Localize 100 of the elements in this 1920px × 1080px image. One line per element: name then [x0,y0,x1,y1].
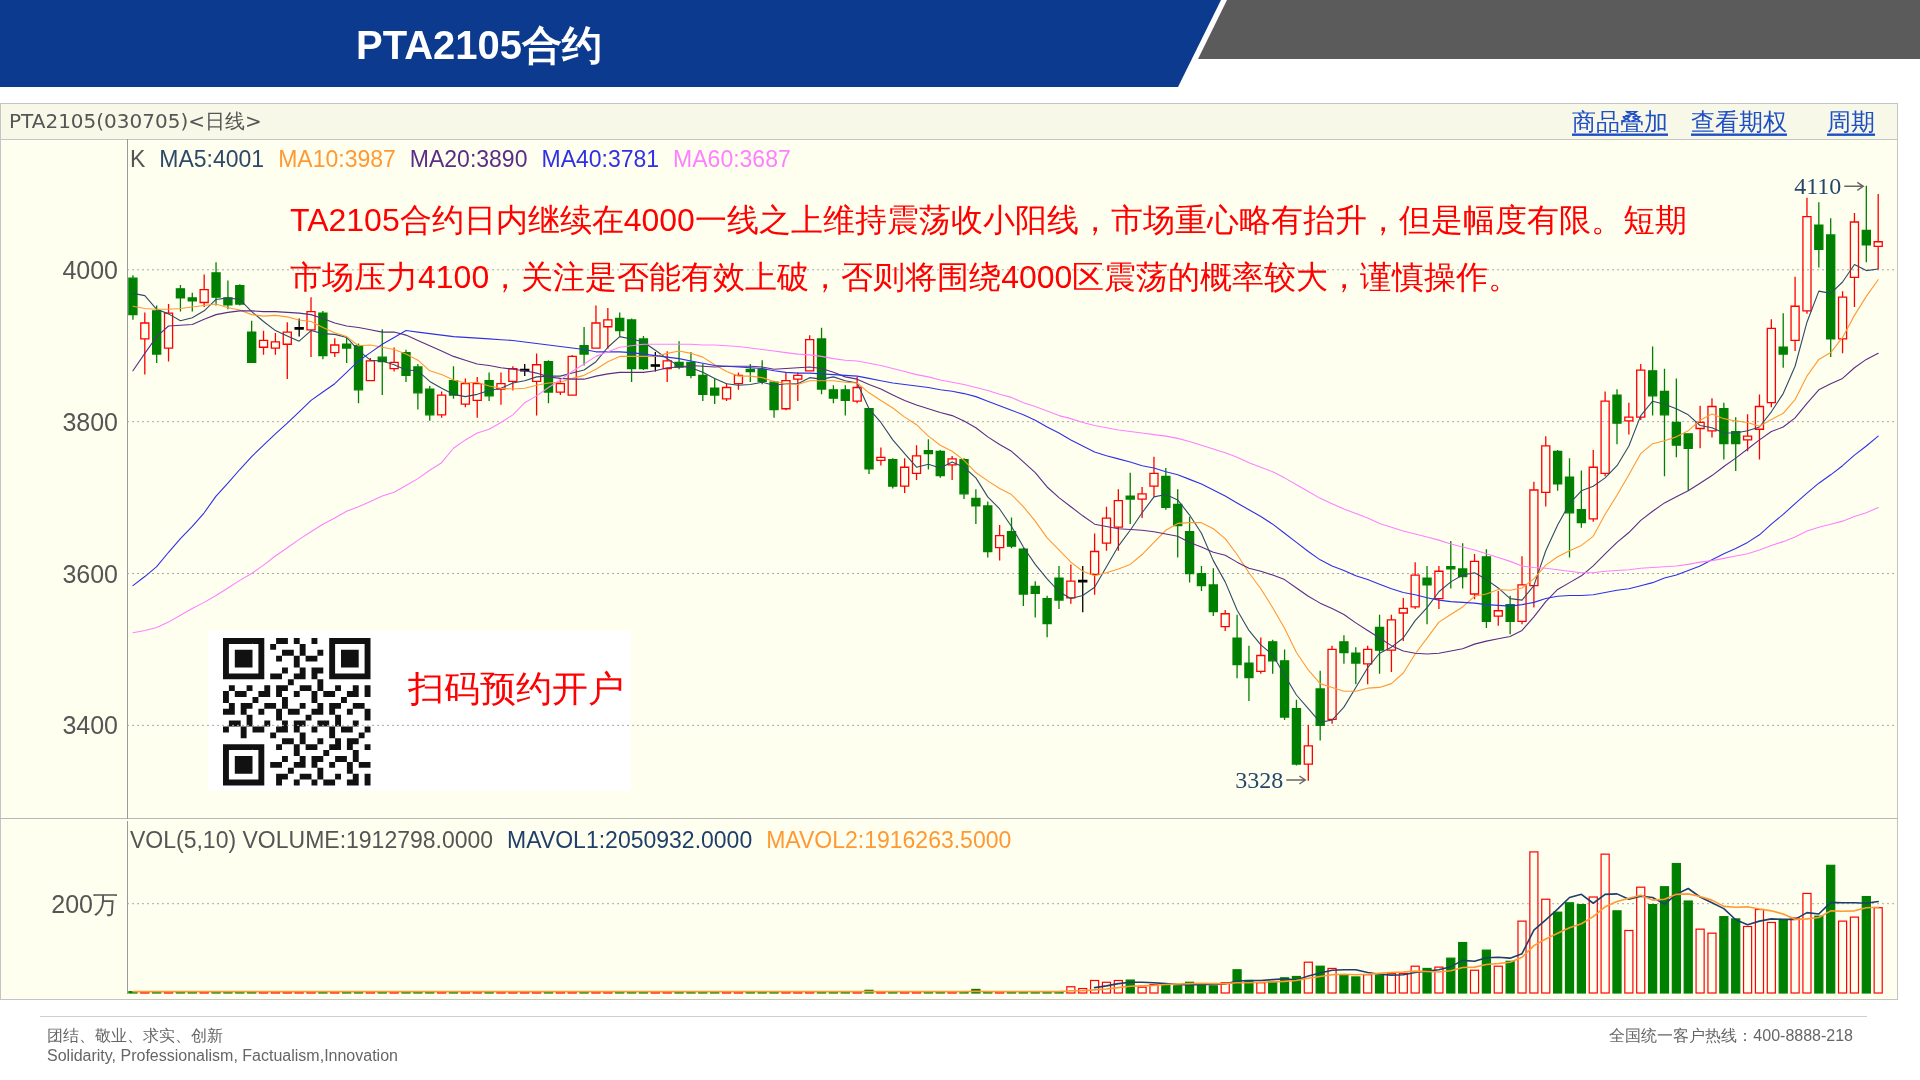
candlestick [1505,595,1515,635]
candlestick [1006,517,1017,549]
candlestick [1386,614,1397,673]
candlestick [710,378,720,405]
candlestick [448,366,459,399]
bar [1766,921,1776,994]
bar [1814,915,1824,994]
candlestick [1837,291,1848,354]
text: MAVOL2:1916263.5000 [766,827,1012,853]
candlestick [1018,547,1029,607]
bar [1707,932,1717,994]
candlestick [1066,564,1076,604]
candlestick [365,358,376,382]
candlestick [923,439,934,470]
candlestick [1695,405,1705,449]
candlestick [745,364,755,383]
candlestick [852,376,862,404]
bar [1458,941,1468,994]
bar [1826,864,1836,994]
y-tick-label: 3800 [62,407,118,436]
bar [1422,967,1432,994]
candlestick [1054,566,1064,610]
candlestick [1327,645,1337,724]
candlestick [246,320,257,364]
legend-title: VOL(5,10) VOLUME:1912798.0000 [130,827,494,853]
candlestick [1434,566,1444,610]
candlestick [472,376,482,418]
annotation: 扫码预约开户 [407,667,624,709]
candlestick [235,284,245,306]
bar [1861,895,1871,994]
y-tick-label: 4000 [62,255,118,284]
candlestick [1659,368,1670,477]
bar [1719,916,1729,994]
bar [1588,896,1598,994]
candlestick [1802,197,1812,314]
bar [1849,916,1860,994]
candlestick [1683,433,1693,491]
candlestick [1873,194,1883,269]
candlestick [947,455,957,481]
candlestick [1137,487,1147,518]
bar [1731,918,1741,994]
candlestick [793,372,803,402]
candlestick [994,525,1005,561]
bar [1137,986,1147,994]
bar [1517,920,1527,994]
candlestick [496,372,506,405]
candlestick [128,275,138,320]
candlestick [1636,364,1646,421]
bar [1161,984,1171,994]
candlestick [1671,378,1682,458]
candlestick [983,501,993,558]
candlestick [1161,468,1171,510]
candlestick [460,378,471,408]
candlestick [733,372,744,390]
candlestick [163,304,174,362]
text: MA40:3781 [541,146,660,172]
candlestick [935,449,945,478]
bar [1742,925,1753,994]
text: MA10:3987 [278,146,396,172]
bar [1695,928,1705,994]
text: 查看期权 [1691,107,1787,135]
bar [1636,886,1646,994]
candlestick [1469,553,1480,600]
text: 全国统一客户热线：400-8888-218 [1609,1026,1854,1044]
candlestick [603,307,613,349]
candlestick [1078,566,1088,613]
candlestick [187,292,197,312]
bar [1553,911,1563,994]
candlestick [615,312,625,337]
candlestick [1315,670,1325,741]
candlestick [1113,489,1124,551]
annotation: 4110 [1794,173,1842,200]
candlestick [1125,472,1135,525]
bar [1363,974,1373,994]
candlestick [341,336,352,364]
text: MA5:4001 [159,146,265,172]
candlestick [864,408,874,474]
candlestick [1030,581,1040,618]
candlestick [1861,185,1872,263]
bar [1493,965,1503,994]
line-series [132,310,1879,655]
candlestick [1173,489,1183,558]
candlestick [270,332,281,355]
candlestick [1766,319,1777,408]
bar [1671,862,1681,994]
candlestick [389,347,399,372]
bar [1790,917,1800,994]
candlestick [888,458,898,489]
text: 团结、敬业、求实、创新 [47,1026,223,1044]
candlestick [1351,647,1361,685]
candlestick [1256,637,1266,674]
candlestick [1564,458,1575,558]
candlestick [1042,595,1052,638]
candlestick [294,318,304,337]
candlestick [425,386,435,421]
candlestick [662,351,672,383]
candlestick [1291,699,1302,766]
candlestick [650,351,661,372]
bar [1564,902,1575,994]
candlestick [1647,346,1658,416]
